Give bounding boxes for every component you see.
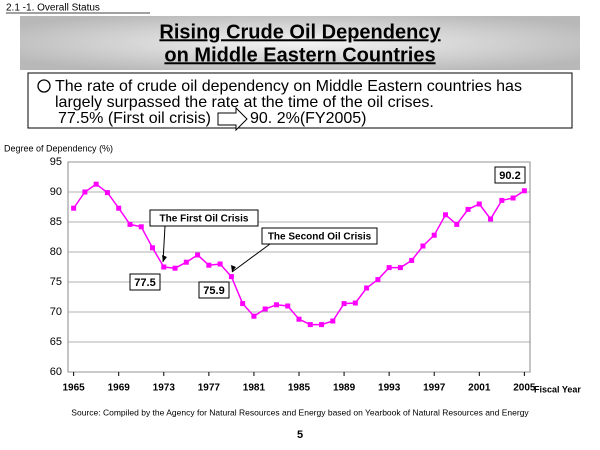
data-point (71, 205, 77, 211)
data-point (420, 243, 426, 249)
data-point (172, 265, 178, 271)
summary-arrow (217, 106, 248, 132)
x-tick-label: 1997 (423, 383, 446, 394)
data-point (364, 285, 370, 291)
annotation: The First Oil Crisis (160, 214, 249, 225)
value-label-box (494, 166, 526, 184)
data-point (228, 274, 234, 280)
data-point (183, 259, 189, 265)
data-point (273, 302, 279, 308)
annotation-arrow (231, 243, 271, 273)
data-point (161, 264, 167, 270)
source: Source: Compiled by the Agency for Natur… (71, 407, 529, 417)
data-point (127, 221, 133, 227)
data-point (138, 224, 144, 230)
data-point (93, 181, 99, 187)
summary-text: The rate of crude oil dependency on Midd… (55, 78, 522, 95)
y-axis-label: Degree of Dependency (%) (4, 143, 113, 153)
x-tick-label: 1965 (63, 383, 86, 394)
data-point (409, 257, 415, 263)
x-tick-label: 1985 (288, 383, 311, 394)
x-axis-label: Fiscal Year (534, 384, 581, 394)
y-tick-label: 75 (50, 276, 62, 288)
annotation-box (261, 227, 378, 245)
data-point (442, 212, 448, 218)
y-tick-label: 65 (50, 336, 62, 348)
page-number: 5 (297, 429, 303, 441)
bullet (37, 79, 51, 93)
y-tick-label: 90 (50, 186, 62, 198)
y-tick-label: 85 (50, 216, 62, 228)
data-point (296, 316, 302, 322)
value-label: 75.9 (203, 285, 224, 297)
data-point (375, 277, 381, 283)
summary-box (27, 72, 573, 129)
arrow-head (231, 265, 236, 272)
data-point (104, 190, 110, 196)
plot: 60 65 70 75 80 85 90 95 1965 1969 1973 1977 1981 1985… (50, 156, 536, 394)
y-tick-label: 60 (50, 366, 62, 378)
data-point (116, 205, 122, 211)
data-point (341, 301, 347, 307)
section-header: 2.1 -1. Overall Status (6, 3, 100, 14)
x-tick-label: 1981 (243, 383, 266, 394)
x-tick-label: 2005 (513, 383, 536, 394)
value-label: 90.2 (499, 170, 520, 182)
annotation: The Second Oil Crisis (268, 232, 372, 243)
data-point (330, 318, 336, 324)
title: on Middle Eastern Countries (164, 44, 435, 66)
data-point (352, 300, 358, 306)
data-point (499, 197, 505, 203)
x-tick-label: 1993 (378, 383, 401, 394)
data-point (251, 313, 257, 319)
summary-to: 90. 2%(FY2005) (250, 110, 367, 127)
data-point (206, 262, 212, 268)
x-tick-label: 2001 (468, 383, 491, 394)
data-point (195, 252, 201, 258)
data-point (488, 216, 494, 222)
arrow-head (162, 255, 167, 262)
data-point (476, 201, 482, 207)
data-point (307, 322, 313, 328)
value-label-box (198, 281, 230, 299)
x-tick-label: 1977 (198, 383, 221, 394)
data-point (319, 322, 325, 328)
data-point (454, 221, 460, 227)
data-point (386, 265, 392, 271)
data-point (465, 206, 471, 212)
summary-from: 77.5% (First oil crisis) (58, 110, 211, 127)
data-point (510, 195, 516, 201)
data-point (521, 188, 527, 194)
data-point (397, 265, 403, 271)
annotation-box (149, 209, 259, 227)
value-label: 77.5 (134, 277, 155, 289)
data-point (431, 232, 437, 238)
plot-area (67, 161, 531, 373)
data-point (217, 261, 223, 267)
summary-text: largely surpassed the rate at the time o… (55, 94, 434, 111)
title: Rising Crude Oil Dependency (159, 21, 441, 43)
y-tick-label: 80 (50, 246, 62, 258)
title-banner (20, 16, 580, 70)
data-point (240, 301, 246, 307)
x-tick-label: 1989 (333, 383, 356, 394)
x-tick-label: 1973 (153, 383, 176, 394)
data-point (262, 306, 268, 312)
data-point (285, 303, 291, 309)
data-point (150, 245, 156, 251)
data-point (82, 189, 88, 195)
value-label-box (129, 273, 161, 291)
x-tick-label: 1969 (108, 383, 131, 394)
y-tick-label: 70 (50, 306, 62, 318)
y-tick-label: 95 (50, 156, 62, 168)
